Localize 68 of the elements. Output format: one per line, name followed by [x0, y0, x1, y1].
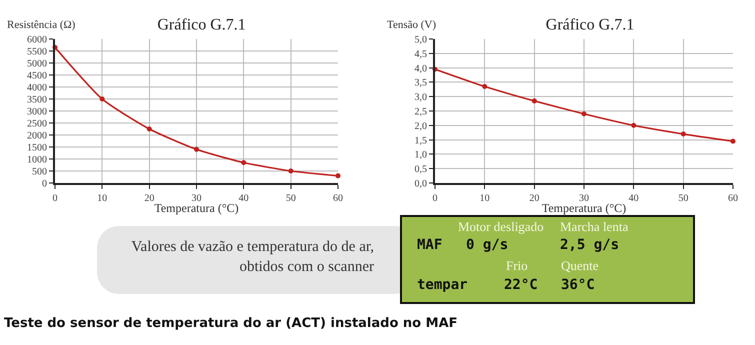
text: Teste do sensor de temperatura do ar (ACT) instalado no MAF: [4, 316, 458, 331]
text: Valores de vazão e temperatura do de ar, obtidos com o scanner: [130, 238, 374, 277]
point: [532, 98, 537, 104]
point: [730, 138, 736, 144]
y-tick-label: 1,0: [414, 150, 427, 161]
x-tick-label: 30: [192, 193, 202, 204]
y-tick-label: 4,5: [414, 48, 427, 60]
x-tick-label: 20: [529, 193, 540, 204]
y-tick-label: 3500: [27, 94, 47, 106]
y-tick-label: 2000: [27, 130, 47, 142]
point: [631, 122, 636, 128]
x-tick-label: 0: [52, 193, 58, 204]
x-axis-title: Temperatura (°C): [542, 201, 626, 215]
y-tick-label: 5,0: [414, 34, 427, 46]
y-tick-label: 5000: [27, 58, 47, 70]
x-tick-label: 60: [333, 193, 343, 204]
x-tick-label: 40: [238, 193, 249, 204]
y-tick-label: 4500: [27, 70, 47, 82]
chart-title: Gráfico G.7.1: [157, 16, 246, 34]
x-tick-label: 60: [728, 193, 738, 204]
y-tick-label: 3,5: [414, 78, 427, 89]
y-tick-label: 3,0: [414, 92, 427, 104]
x-axis-title: Temperatura (°C): [154, 201, 239, 215]
x-tick-label: 10: [480, 193, 490, 204]
point: [194, 146, 199, 152]
text: 0 g/s: [466, 237, 508, 253]
y-tick-label: 1000: [27, 154, 47, 166]
text: Motor desligado: [458, 219, 544, 235]
point: [288, 168, 294, 174]
text: 22°C: [504, 277, 538, 293]
x-tick-label: 50: [678, 193, 688, 204]
point: [482, 84, 488, 90]
y-tick-label: 1,5: [414, 135, 427, 146]
y-tick-label: 1500: [27, 142, 47, 154]
text: 36°C: [561, 277, 595, 293]
x-tick-label: 10: [97, 193, 108, 204]
point: [582, 111, 586, 116]
point: [100, 96, 105, 102]
text: Marcha lenta: [560, 219, 628, 235]
y-tick-label: 0,0: [414, 178, 427, 190]
y-axis-title: Tensão (V): [387, 19, 436, 31]
y-tick-label: 5500: [27, 46, 47, 58]
y-tick-label: 0: [42, 178, 47, 190]
point: [241, 160, 246, 166]
y-tick-label: 2500: [27, 118, 47, 130]
text: Frio: [506, 258, 528, 274]
y-tick-label: 500: [32, 166, 47, 178]
y-tick-label: 0,5: [414, 164, 427, 176]
chart-title: Gráfico G.7.1: [546, 16, 634, 34]
text: Quente: [561, 258, 599, 274]
x-tick-label: 20: [144, 193, 154, 204]
y-tick-label: 6000: [27, 34, 47, 46]
x-tick-label: 50: [286, 193, 296, 204]
text: MAF: [417, 237, 442, 253]
y-tick-label: 3000: [27, 106, 47, 118]
y-tick-label: 4000: [27, 82, 47, 94]
point: [336, 173, 340, 178]
x-tick-label: 0: [432, 193, 438, 204]
y-tick-label: 2,0: [414, 120, 427, 132]
y-tick-label: 4,0: [414, 63, 427, 74]
x-tick-label: 40: [628, 193, 639, 204]
point: [146, 126, 152, 132]
text: tempar: [417, 277, 468, 293]
x-tick-label: 30: [579, 193, 589, 204]
point: [680, 132, 686, 137]
y-axis-title: Resistência (Ω): [7, 19, 76, 31]
y-tick-label: 2,5: [414, 106, 427, 118]
text: 2,5 g/s: [560, 237, 620, 253]
